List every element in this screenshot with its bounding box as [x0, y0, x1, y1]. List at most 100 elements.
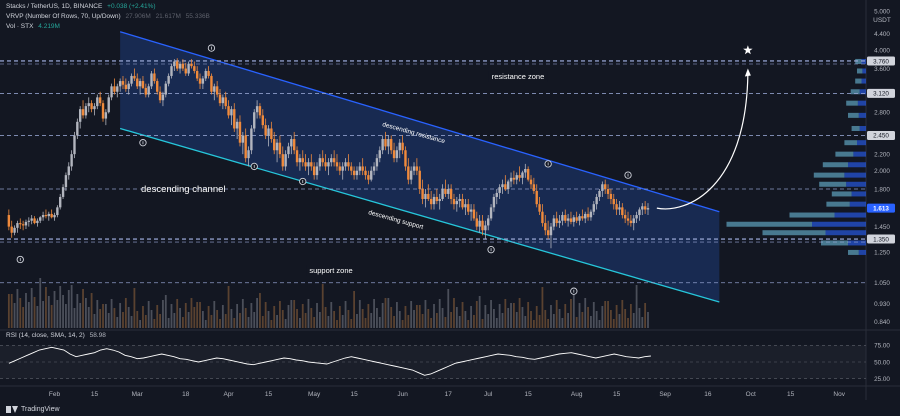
zone-label-background: [488, 71, 548, 82]
candle-body: [566, 218, 570, 221]
volume-bar: [73, 308, 76, 328]
candle-body: [315, 166, 319, 176]
candle-body: [544, 223, 547, 231]
candle-body: [312, 166, 316, 176]
volume-bar: [221, 305, 224, 328]
volume-bar: [427, 309, 430, 328]
volume-bar: [261, 316, 264, 328]
candle-body: [133, 75, 136, 79]
candle-body: [190, 63, 193, 67]
time-tick-label: 15: [787, 391, 795, 398]
profile-bar-up: [813, 172, 845, 178]
profile-bar-down: [857, 100, 866, 106]
candle-body: [298, 158, 302, 163]
volume-bar: [618, 314, 621, 328]
candle-body: [250, 128, 253, 151]
profile-bar-up: [819, 181, 847, 187]
candle-body: [643, 206, 647, 210]
candle-body: [76, 121, 79, 136]
volume-bar: [473, 315, 475, 328]
time-tick-label: Oct: [746, 391, 756, 398]
volume-bar: [455, 307, 458, 328]
candle-body: [635, 215, 638, 219]
volume-bar: [578, 303, 581, 328]
volume-bar: [333, 311, 336, 328]
time-tick-label: Aug: [571, 391, 583, 398]
profile-bar-up: [855, 58, 862, 64]
grid: [0, 0, 900, 400]
candle-body: [475, 218, 478, 227]
profile-bar-up: [857, 68, 863, 74]
volume-bar: [113, 308, 116, 328]
candle-body: [629, 220, 633, 224]
profile-bar-up: [846, 100, 858, 106]
volume-bar: [555, 300, 558, 328]
candle-body: [324, 162, 327, 167]
axes: USDT 5.000 4.400 4.000 3.600 3.120 2.800 2.450…: [49, 9, 895, 398]
candle-body: [552, 218, 556, 227]
profile-bar-up: [844, 140, 857, 146]
volume-bar: [612, 319, 615, 328]
volume-bar: [544, 310, 547, 328]
volume-bar: [336, 320, 338, 328]
volume-bar: [207, 306, 210, 328]
candle-body: [44, 215, 48, 217]
volume-bar: [67, 290, 70, 328]
candle-body: [53, 215, 56, 218]
volume-bar: [467, 320, 470, 328]
volume-bar: [398, 311, 401, 328]
volume-bar: [444, 317, 447, 328]
volume-bar: [538, 315, 541, 328]
candle-body: [187, 63, 190, 74]
candle-body: [41, 215, 45, 218]
volume-bar: [507, 308, 510, 328]
candle-body: [384, 139, 387, 147]
profile-bar-up: [848, 249, 859, 255]
rsi-level-label: 50.00: [874, 359, 890, 366]
price-tick-label: 1.250: [874, 250, 890, 257]
volume-value: 4.219M: [38, 23, 60, 30]
profile-bar-down: [853, 151, 866, 157]
candle-body: [178, 63, 182, 69]
volume-bar: [475, 301, 478, 328]
volume-bar: [164, 295, 167, 328]
profile-bar-down: [846, 181, 866, 187]
volume-bar: [430, 318, 433, 328]
volume-bar: [179, 308, 181, 328]
candle-body: [546, 230, 550, 236]
volume-bar: [45, 287, 47, 328]
volume-bar: [487, 314, 490, 328]
volume-bar: [96, 300, 99, 328]
volume-bar: [102, 304, 104, 328]
volume-bar: [227, 286, 230, 328]
price-tick-label: 0.930: [874, 301, 890, 308]
volume-bar: [296, 309, 298, 328]
price-tick-label: 2.200: [874, 151, 890, 158]
volume-bar: [638, 308, 641, 328]
candle-body: [361, 166, 364, 171]
volume-bar: [213, 301, 216, 328]
candle-body: [138, 81, 142, 87]
candle-body: [469, 209, 473, 212]
price-tick-label: 1.050: [874, 280, 890, 287]
volume-bar: [610, 310, 612, 328]
candle-body: [601, 184, 604, 191]
profile-bar-down: [849, 201, 866, 207]
volume-bar: [376, 308, 378, 328]
candle-body: [215, 86, 219, 95]
volume-bar: [450, 312, 453, 328]
candle-body: [173, 61, 176, 67]
volume-bar: [279, 301, 281, 328]
candle-body: [301, 158, 304, 163]
volume-bar: [42, 301, 44, 328]
time-tick-label: May: [308, 391, 321, 398]
volume-bar: [119, 303, 122, 328]
candle-body: [395, 150, 399, 159]
volume-bar: [541, 287, 544, 328]
profile-bar-up: [848, 112, 859, 118]
volume-bar: [370, 313, 373, 328]
candle-body: [318, 158, 322, 167]
candle-body: [16, 223, 19, 228]
zone-label-background: [306, 265, 356, 276]
volume-bar: [193, 307, 196, 328]
